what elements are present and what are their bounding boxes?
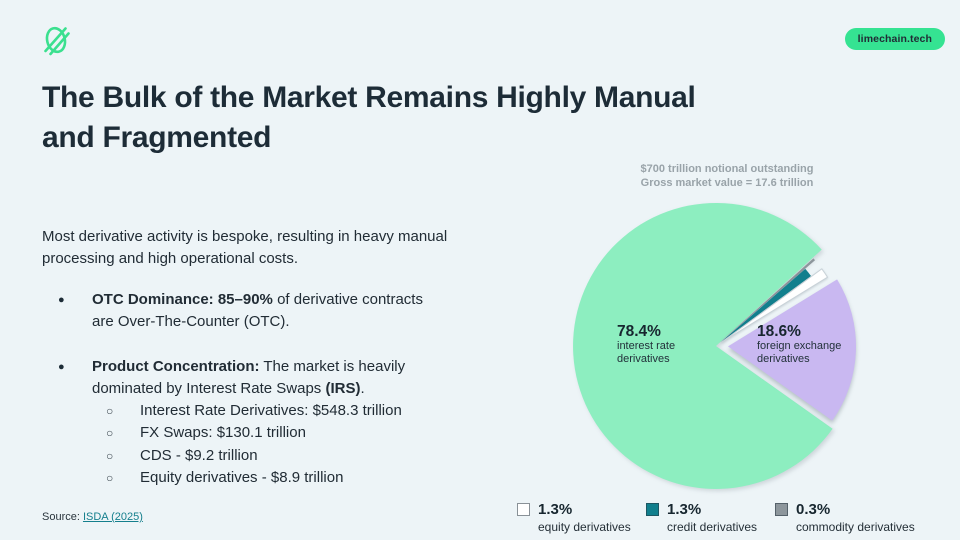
legend-equity-label: equity derivatives [538,520,631,534]
bullet-1-bold: OTC Dominance: 85–90% [92,291,273,308]
equity-swatch-icon [517,503,530,516]
pie-slice-equity-derivatives [721,268,829,343]
source-line: Source: ISDA (2025) [42,511,143,523]
pie-label-interest-rate: 78.4% interest rate derivatives [617,323,767,366]
page-title-line1: The Bulk of the Market Remains Highly Ma… [42,81,696,114]
credit-swatch-icon [646,503,659,516]
commodity-swatch-icon [775,503,788,516]
bullet-2-text2: . [360,380,365,397]
sub-bullet-equity: Equity derivatives - $8.9 trillion [92,467,512,490]
sub-bullet-list: Interest Rate Derivatives: $548.3 trilli… [92,400,512,490]
page-title: The Bulk of the Market Remains Highly Ma… [42,78,802,158]
legend-item-commodity: 0.3% commodity derivatives [775,501,915,536]
pie-slice-commodity-derivatives [719,258,815,343]
bullet-2-bold: Product Concentration: [92,358,260,375]
chart-header: $700 trillion notional outstanding Gross… [527,162,927,190]
source-link[interactable]: ISDA (2025) [82,511,143,523]
sub-bullet-fx-swaps: FX Swaps: $130.1 trillion [92,422,512,445]
limechain-logo-icon [44,26,70,56]
sub-bullet-interest-rate: Interest Rate Derivatives: $548.3 trilli… [92,400,512,423]
legend-item-credit: 1.3% credit derivatives [646,501,775,536]
pie-slice-foreign-exchange-derivatives [728,279,857,421]
legend-credit-pct: 1.3% [667,501,702,518]
chart-legend: 1.3% equity derivatives 1.3% credit deri… [517,501,915,536]
pie-slice-credit-derivatives [720,268,811,343]
pie-label-fx-pct: 18.6% [757,323,801,340]
pie-label-irs-pct: 78.4% [617,323,661,340]
pie-slice-interest-rate-derivatives [573,202,833,489]
pie-label-irs-line1: interest rate [617,340,676,352]
legend-commodity-pct: 0.3% [796,501,831,518]
brand-badge[interactable]: limechain.tech [844,28,945,50]
intro-paragraph: Most derivative activity is bespoke, res… [42,228,448,267]
pie-label-fx-line1: foreign exchange [757,340,842,352]
pie-label-irs-line2: derivatives [617,353,670,365]
pie-label-foreign-exchange: 18.6% foreign exchange derivatives [757,323,907,366]
bullet-otc-dominance: OTC Dominance: 85–90% of derivative cont… [42,289,462,333]
legend-credit-label: credit derivatives [667,520,758,534]
pie-label-fx-line2: derivatives [757,353,810,365]
legend-equity-pct: 1.3% [538,501,573,518]
sub-bullet-cds: CDS - $9.2 trillion [92,445,512,468]
bullet-2-text: The market is heavily dominated by Inter… [92,358,406,397]
chart-title: $700 trillion notional outstanding [640,163,814,175]
bullet-product-concentration: Product Concentration: The market is hea… [42,356,462,400]
legend-item-equity: 1.3% equity derivatives [517,501,646,536]
bullet-1-text: of derivative contracts are Over-The-Cou… [92,291,423,330]
chart-subtitle: Gross market value = 17.6 trillion [640,177,814,189]
page-title-line2: and Fragmented [42,121,272,154]
bullet-2-bold2: (IRS) [325,380,361,397]
source-prefix: Source: [42,511,83,523]
legend-commodity-label: commodity derivatives [796,520,915,534]
